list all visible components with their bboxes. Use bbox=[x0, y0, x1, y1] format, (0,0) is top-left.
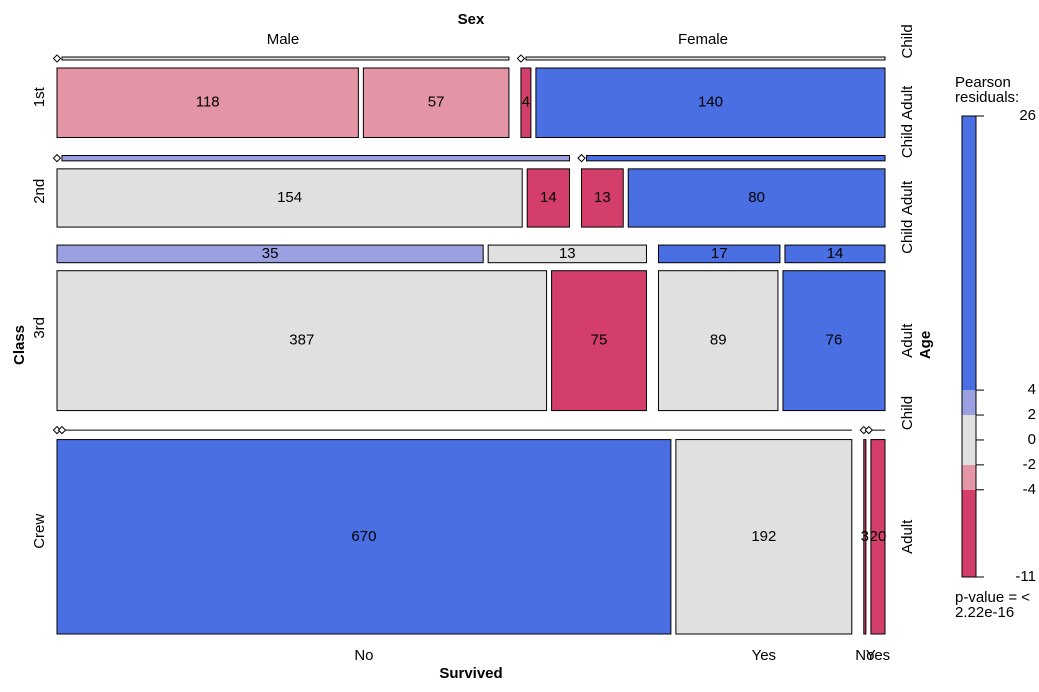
cell bbox=[657, 270, 779, 412]
legend-tick-label: -2 bbox=[1023, 456, 1036, 473]
cell-label: 192 bbox=[751, 528, 776, 545]
cell bbox=[487, 244, 647, 264]
cell-label: 140 bbox=[698, 94, 723, 111]
cell bbox=[870, 439, 886, 635]
cell bbox=[675, 439, 853, 635]
cell bbox=[525, 56, 886, 61]
cell bbox=[56, 270, 548, 412]
cell-label: 75 bbox=[591, 332, 608, 349]
age-label: Child bbox=[899, 24, 916, 58]
legend-tick-label: 4 bbox=[1028, 381, 1036, 398]
legend-band bbox=[962, 464, 976, 490]
cell-label: 17 bbox=[711, 245, 728, 262]
age-label: Adult bbox=[899, 323, 916, 358]
survived-label: No bbox=[354, 647, 373, 664]
cell bbox=[526, 168, 571, 228]
legend-tick-label: -4 bbox=[1023, 481, 1036, 498]
cell bbox=[627, 168, 886, 228]
cell-label: 57 bbox=[428, 94, 445, 111]
zero-cell bbox=[57, 425, 67, 435]
zero-cell bbox=[864, 425, 874, 435]
cell bbox=[535, 67, 886, 139]
cell bbox=[56, 67, 359, 139]
cell bbox=[362, 67, 510, 139]
cell bbox=[581, 168, 624, 228]
legend-tick-label: -11 bbox=[1015, 568, 1036, 585]
cell bbox=[863, 439, 867, 635]
cell-label: 118 bbox=[196, 94, 220, 111]
cell-label: 13 bbox=[559, 245, 576, 262]
cell-label: 89 bbox=[710, 332, 727, 349]
zero-cell bbox=[52, 54, 62, 63]
zero-cell bbox=[859, 425, 869, 435]
zero-cell bbox=[577, 153, 586, 163]
cell bbox=[56, 168, 523, 228]
legend-band bbox=[962, 489, 976, 577]
cell-label: 154 bbox=[277, 189, 302, 206]
survived-label: Yes bbox=[866, 647, 890, 664]
cell bbox=[586, 155, 886, 162]
cell bbox=[782, 270, 886, 412]
p-value: p-value = < 2.22e-16 bbox=[955, 589, 1031, 621]
cell bbox=[61, 155, 571, 162]
class-label: 3rd bbox=[31, 317, 48, 339]
age-label: Adult bbox=[899, 180, 916, 215]
class-label: 2nd bbox=[31, 179, 48, 204]
cell bbox=[56, 244, 484, 264]
right-axis-title: Age bbox=[917, 331, 934, 359]
sex-label: Female bbox=[678, 31, 728, 48]
survived-label: Yes bbox=[752, 647, 776, 664]
age-label: Child bbox=[899, 396, 916, 430]
cell-label: 387 bbox=[289, 332, 314, 349]
age-label: Child bbox=[899, 220, 916, 254]
legend-tick-label: 26 bbox=[1019, 107, 1036, 124]
cell bbox=[657, 244, 781, 264]
cell bbox=[784, 244, 886, 264]
cell-label: 14 bbox=[827, 245, 844, 262]
age-label: Adult bbox=[899, 85, 916, 120]
legend-band bbox=[962, 415, 976, 465]
cell-label: 80 bbox=[748, 189, 765, 206]
cell-label: 670 bbox=[351, 528, 376, 545]
cell-label: 76 bbox=[826, 332, 843, 349]
top-axis-title: Sex bbox=[458, 11, 485, 28]
sex-label: Male bbox=[267, 31, 300, 48]
age-label: Adult bbox=[899, 519, 916, 554]
legend-frame bbox=[961, 115, 977, 578]
legend-band bbox=[962, 390, 976, 416]
cell bbox=[61, 56, 510, 61]
survived-label: No bbox=[855, 647, 874, 664]
cell-label: 4 bbox=[522, 94, 530, 111]
cell-label: 35 bbox=[262, 245, 279, 262]
cell-label: 20 bbox=[870, 528, 887, 545]
legend-tick-label: 0 bbox=[1028, 431, 1036, 448]
class-label: Crew bbox=[31, 514, 48, 549]
legend-title: Pearson residuals: bbox=[955, 74, 1020, 106]
cell-label: 14 bbox=[540, 189, 557, 206]
age-label: Child bbox=[899, 124, 916, 158]
zero-cell bbox=[52, 425, 62, 435]
left-axis-title: Class bbox=[11, 325, 28, 365]
legend-band bbox=[962, 116, 976, 391]
cell bbox=[56, 439, 672, 635]
class-label: 1st bbox=[31, 86, 48, 107]
zero-cell bbox=[52, 153, 62, 163]
zero-cell bbox=[516, 54, 526, 63]
legend-tick-label: 2 bbox=[1028, 406, 1036, 423]
cell-label: 13 bbox=[594, 189, 611, 206]
cell-label: 3 bbox=[861, 528, 869, 545]
bottom-axis-title: Survived bbox=[439, 665, 502, 682]
cell bbox=[520, 67, 532, 139]
cell bbox=[551, 270, 647, 412]
